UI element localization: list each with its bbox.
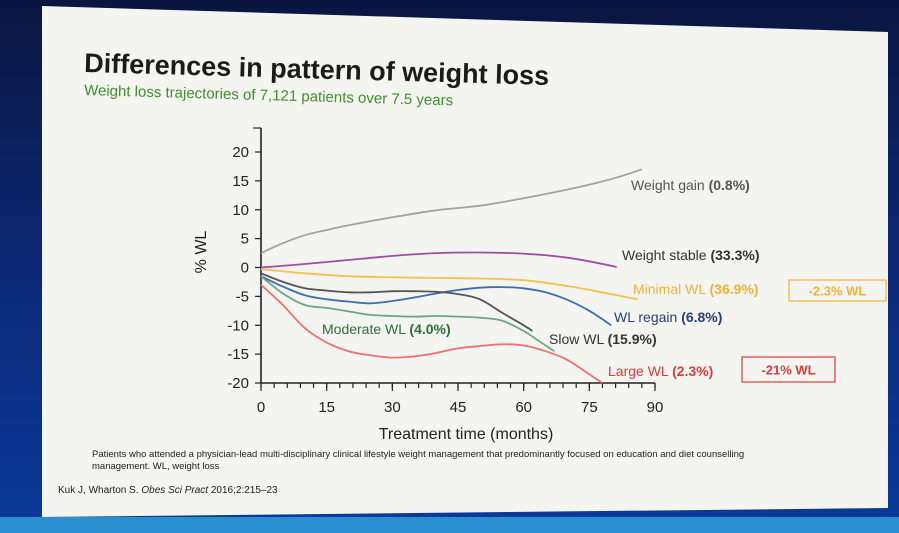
series-share: (36.9%) xyxy=(710,281,759,297)
x-tick-label: 15 xyxy=(318,399,335,416)
series-label-weight-gain: Weight gain (0.8%) xyxy=(631,177,750,193)
y-axis-label: % WL xyxy=(193,231,210,274)
series-labels: Weight gain (0.8%) Weight stable (33.3%) M… xyxy=(322,177,760,379)
series-name: Large WL xyxy=(608,363,672,379)
y-tick-label: 5 xyxy=(241,231,249,248)
x-axis-ticks: 0 15 30 45 60 75 90 xyxy=(257,383,664,416)
footnote-line-1: Patients who attended a physician-lead m… xyxy=(92,449,744,460)
x-tick-label: 90 xyxy=(647,399,664,416)
x-tick-label: 60 xyxy=(515,399,532,416)
callout-box-large-wl xyxy=(741,356,836,383)
series-name: Slow WL xyxy=(549,331,608,347)
y-tick-label: -15 xyxy=(227,346,249,363)
series-label-weight-stable: Weight stable (33.3%) xyxy=(622,247,760,263)
bottom-accent-band xyxy=(0,517,899,533)
citation-details: 2016;2:215–23 xyxy=(208,485,278,496)
series-line-weight-gain xyxy=(260,168,643,254)
series-share: (33.3%) xyxy=(710,247,759,263)
series-share: (0.8%) xyxy=(709,177,750,193)
series-lines xyxy=(260,168,643,384)
footnote-line-2: management. WL, weight loss xyxy=(92,461,220,472)
x-tick-label: 45 xyxy=(450,399,467,416)
series-line-slow-wl xyxy=(260,272,533,332)
x-tick-label: 30 xyxy=(384,399,401,416)
series-share: (15.9%) xyxy=(608,331,657,347)
series-name: Weight gain xyxy=(631,177,709,193)
y-tick-label: 0 xyxy=(241,260,249,277)
x-tick-label: 75 xyxy=(581,399,598,416)
series-line-moderate-wl xyxy=(260,275,555,352)
callouts: -2.3% WL -21% WL xyxy=(741,279,887,383)
callout-text-minimal-wl: -2.3% WL xyxy=(809,284,867,299)
series-share: (2.3%) xyxy=(672,363,713,379)
y-tick-label: 20 xyxy=(232,144,249,161)
x-tick-label: 0 xyxy=(257,399,265,416)
series-share: (6.8%) xyxy=(681,309,722,325)
series-label-minimal-wl: Minimal WL (36.9%) xyxy=(633,281,759,297)
callout-text-large-wl: -21% WL xyxy=(761,363,815,378)
series-label-slow-wl: Slow WL (15.9%) xyxy=(549,331,657,347)
series-line-weight-stable xyxy=(260,251,618,269)
y-tick-label: -5 xyxy=(236,288,249,305)
weight-loss-chart: 0 15 30 45 60 75 90 20 15 10 5 0 -5 -10 -15 -20 Weight… xyxy=(193,127,887,443)
y-tick-label: 15 xyxy=(232,173,249,190)
y-tick-label: -20 xyxy=(227,375,249,392)
x-axis-label: Treatment time (months) xyxy=(379,426,554,443)
series-label-moderate-wl: Moderate WL (4.0%) xyxy=(322,321,451,337)
series-name: Minimal WL xyxy=(633,281,710,297)
series-name: Moderate WL xyxy=(322,321,409,337)
series-share: (4.0%) xyxy=(409,321,450,337)
series-name: WL regain xyxy=(614,309,681,325)
slide-background xyxy=(42,6,888,517)
callout-box-minimal-wl xyxy=(788,279,887,302)
series-label-wl-regain: WL regain (6.8%) xyxy=(614,309,722,325)
series-name: Weight stable xyxy=(622,247,710,263)
series-line-wl-regain xyxy=(260,275,612,327)
series-line-minimal-wl xyxy=(260,268,638,301)
citation-journal: Obes Sci Pract xyxy=(141,485,209,496)
series-label-large-wl: Large WL (2.3%) xyxy=(608,363,713,379)
y-tick-label: -10 xyxy=(227,317,249,334)
y-tick-label: 10 xyxy=(232,202,249,219)
series-line-large-wl xyxy=(260,284,603,384)
citation-authors: Kuk J, Wharton S. xyxy=(58,485,141,496)
y-axis-ticks: 20 15 10 5 0 -5 -10 -15 -20 xyxy=(227,144,261,392)
citation: Kuk J, Wharton S. Obes Sci Pract 2016;2:… xyxy=(58,485,278,496)
